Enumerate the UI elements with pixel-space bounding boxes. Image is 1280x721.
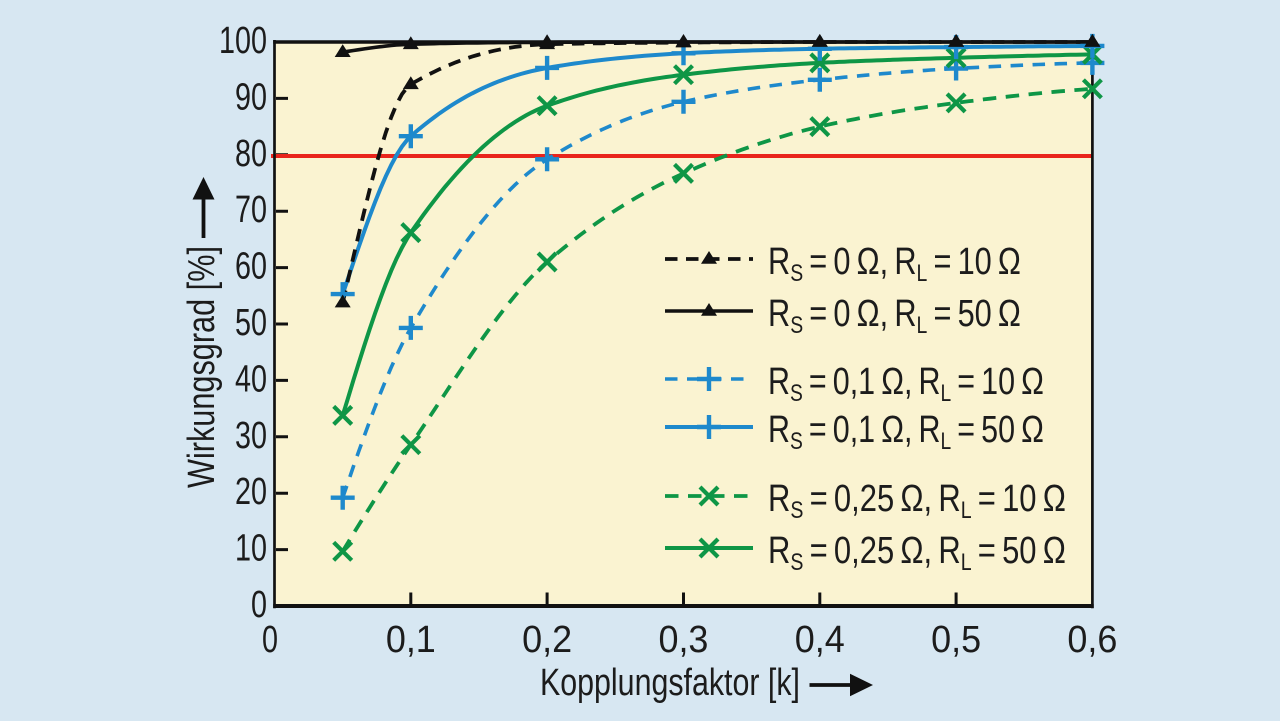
svg-text:0,4: 0,4 bbox=[795, 619, 845, 661]
svg-text:20: 20 bbox=[235, 471, 267, 513]
svg-text:60: 60 bbox=[235, 246, 267, 288]
svg-text:RS = 0,1 Ω, RL = 50 Ω: RS = 0,1 Ω, RL = 50 Ω bbox=[768, 409, 1044, 455]
svg-text:RS = 0,25 Ω, RL = 50 Ω: RS = 0,25 Ω, RL = 50 Ω bbox=[768, 530, 1066, 575]
svg-text:Wirkungsgrad [%]: Wirkungsgrad [%] bbox=[181, 246, 223, 488]
svg-text:10: 10 bbox=[235, 528, 267, 570]
svg-text:100: 100 bbox=[219, 20, 267, 62]
svg-text:0,6: 0,6 bbox=[1067, 619, 1117, 661]
svg-text:RS = 0,25 Ω, RL = 10 Ω: RS = 0,25 Ω, RL = 10 Ω bbox=[768, 478, 1066, 523]
svg-text:50: 50 bbox=[235, 302, 267, 344]
svg-text:RS = 0 Ω, RL = 50 Ω: RS = 0 Ω, RL = 50 Ω bbox=[768, 293, 1021, 338]
svg-text:40: 40 bbox=[235, 358, 267, 400]
svg-text:70: 70 bbox=[235, 189, 267, 231]
svg-text:0: 0 bbox=[251, 584, 267, 626]
svg-text:90: 90 bbox=[235, 76, 267, 118]
svg-text:Kopplungsfaktor [k]: Kopplungsfaktor [k] bbox=[540, 662, 800, 704]
svg-text:RS = 0 Ω, RL = 10 Ω: RS = 0 Ω, RL = 10 Ω bbox=[768, 241, 1021, 286]
svg-text:0,3: 0,3 bbox=[658, 619, 708, 661]
svg-text:0,1: 0,1 bbox=[386, 619, 436, 661]
svg-text:80: 80 bbox=[235, 133, 267, 175]
svg-text:0: 0 bbox=[262, 619, 278, 661]
svg-text:0,5: 0,5 bbox=[931, 619, 981, 661]
svg-text:RS = 0,1 Ω, RL = 10 Ω: RS = 0,1 Ω, RL = 10 Ω bbox=[768, 361, 1044, 407]
svg-text:0,2: 0,2 bbox=[522, 619, 572, 661]
svg-text:30: 30 bbox=[235, 415, 267, 457]
